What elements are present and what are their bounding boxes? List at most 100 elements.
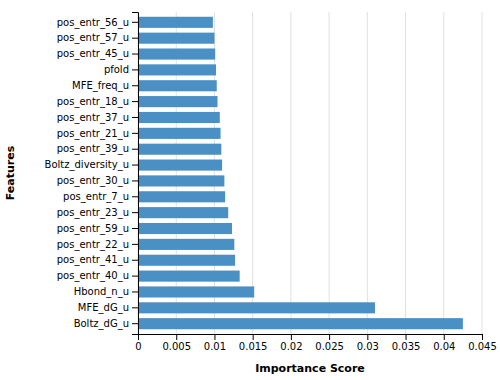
tick-label: 0.02 xyxy=(280,341,302,352)
bar xyxy=(138,286,254,297)
bar xyxy=(138,80,217,91)
grid-line xyxy=(405,12,406,334)
tick: pos_entr_56_u xyxy=(57,17,138,29)
grid-line xyxy=(176,12,177,334)
tick-label: pos_entr_40_u xyxy=(57,270,129,282)
tick: pos_entr_18_u xyxy=(57,96,138,108)
bars xyxy=(138,17,463,329)
tick: 0.02 xyxy=(280,334,302,352)
tick: pos_entr_41_u xyxy=(57,254,138,266)
tick: pos_entr_21_u xyxy=(57,128,138,140)
tick-label: 0 xyxy=(135,341,141,352)
tick-label: pos_entr_56_u xyxy=(57,17,129,29)
tick-label: pos_entr_30_u xyxy=(57,175,129,187)
bar xyxy=(138,33,214,44)
tick-mark xyxy=(132,101,138,102)
bar xyxy=(138,271,240,282)
tick: pos_entr_57_u xyxy=(57,32,138,44)
bar xyxy=(138,255,235,266)
bar xyxy=(138,128,221,139)
tick: 0 xyxy=(135,334,141,352)
tick-label: pos_entr_18_u xyxy=(57,96,129,108)
tick-label: pfold xyxy=(104,64,129,75)
y-axis-title: Features xyxy=(4,145,17,200)
tick: pos_entr_7_u xyxy=(63,191,138,203)
tick: pfold xyxy=(104,64,138,75)
tick-label: pos_entr_57_u xyxy=(57,32,129,44)
bar xyxy=(138,144,221,155)
tick-mark xyxy=(132,133,138,134)
tick: 0.045 xyxy=(468,334,497,352)
tick: pos_entr_37_u xyxy=(57,112,138,124)
tick-mark xyxy=(132,149,138,150)
bar xyxy=(138,96,218,107)
tick-mark xyxy=(132,22,138,23)
tick: MFE_freq_u xyxy=(72,80,138,92)
tick-label: 0.01 xyxy=(204,341,226,352)
tick-mark xyxy=(132,244,138,245)
tick-mark xyxy=(132,307,138,308)
tick: pos_entr_23_u xyxy=(57,207,138,219)
tick-mark xyxy=(132,180,138,181)
grid-line xyxy=(252,12,253,334)
tick: pos_entr_45_u xyxy=(57,48,138,60)
bar xyxy=(138,223,232,234)
tick-mark xyxy=(444,334,445,340)
tick-label: pos_entr_45_u xyxy=(57,48,129,60)
bar xyxy=(138,318,463,329)
tick: pos_entr_22_u xyxy=(57,239,138,251)
tick-label: MFE_dG_u xyxy=(78,302,129,314)
tick: 0.01 xyxy=(204,334,226,352)
tick-label: pos_entr_41_u xyxy=(57,254,129,266)
tick-mark xyxy=(253,334,254,340)
tick: MFE_dG_u xyxy=(78,302,138,314)
tick: pos_entr_30_u xyxy=(57,175,138,187)
bar xyxy=(138,207,228,218)
tick-mark xyxy=(214,334,215,340)
tick: 0.03 xyxy=(357,334,379,352)
tick-mark xyxy=(132,323,138,324)
bar xyxy=(138,48,215,59)
bar xyxy=(138,160,222,171)
tick-label: MFE_freq_u xyxy=(72,80,129,92)
tick-mark xyxy=(132,38,138,39)
chart: 0 0.005 0.01 0.015 0.02 0.025 0.03 0.035 0.04 0.0… xyxy=(0,0,500,380)
tick-label: 0.045 xyxy=(468,341,497,352)
tick-mark xyxy=(132,276,138,277)
grid-line xyxy=(290,12,291,334)
tick: Hbond_n_u xyxy=(74,286,138,298)
tick-label: pos_entr_39_u xyxy=(57,143,129,155)
tick: pos_entr_39_u xyxy=(57,143,138,155)
tick-label: pos_entr_22_u xyxy=(57,239,129,251)
tick-label: Hbond_n_u xyxy=(74,286,129,298)
bar xyxy=(138,17,213,28)
grid xyxy=(138,12,482,334)
tick: 0.035 xyxy=(392,334,421,352)
bar xyxy=(138,191,225,202)
tick-mark xyxy=(132,291,138,292)
tick-label: Boltz_dG_u xyxy=(74,318,129,330)
tick-mark xyxy=(132,212,138,213)
tick-mark xyxy=(132,165,138,166)
grid-line xyxy=(329,12,330,334)
tick: 0.04 xyxy=(433,334,455,352)
tick-label: pos_entr_7_u xyxy=(63,191,129,203)
tick: 0.005 xyxy=(162,334,191,352)
bar xyxy=(138,64,216,75)
tick-label: 0.03 xyxy=(357,341,379,352)
tick: 0.025 xyxy=(315,334,344,352)
tick-label: 0.035 xyxy=(392,341,421,352)
x-axis-title: Importance Score xyxy=(255,362,365,375)
grid-line xyxy=(482,12,483,334)
tick-label: 0.005 xyxy=(162,341,191,352)
grid-line xyxy=(367,12,368,334)
tick-label: pos_entr_23_u xyxy=(57,207,129,219)
tick-mark xyxy=(132,228,138,229)
tick-mark xyxy=(132,196,138,197)
tick: 0.015 xyxy=(239,334,268,352)
tick-mark xyxy=(367,334,368,340)
tick-label: 0.025 xyxy=(315,341,344,352)
tick-mark xyxy=(329,334,330,340)
tick-label: Boltz_diversity_u xyxy=(45,159,129,171)
tick-mark xyxy=(132,85,138,86)
